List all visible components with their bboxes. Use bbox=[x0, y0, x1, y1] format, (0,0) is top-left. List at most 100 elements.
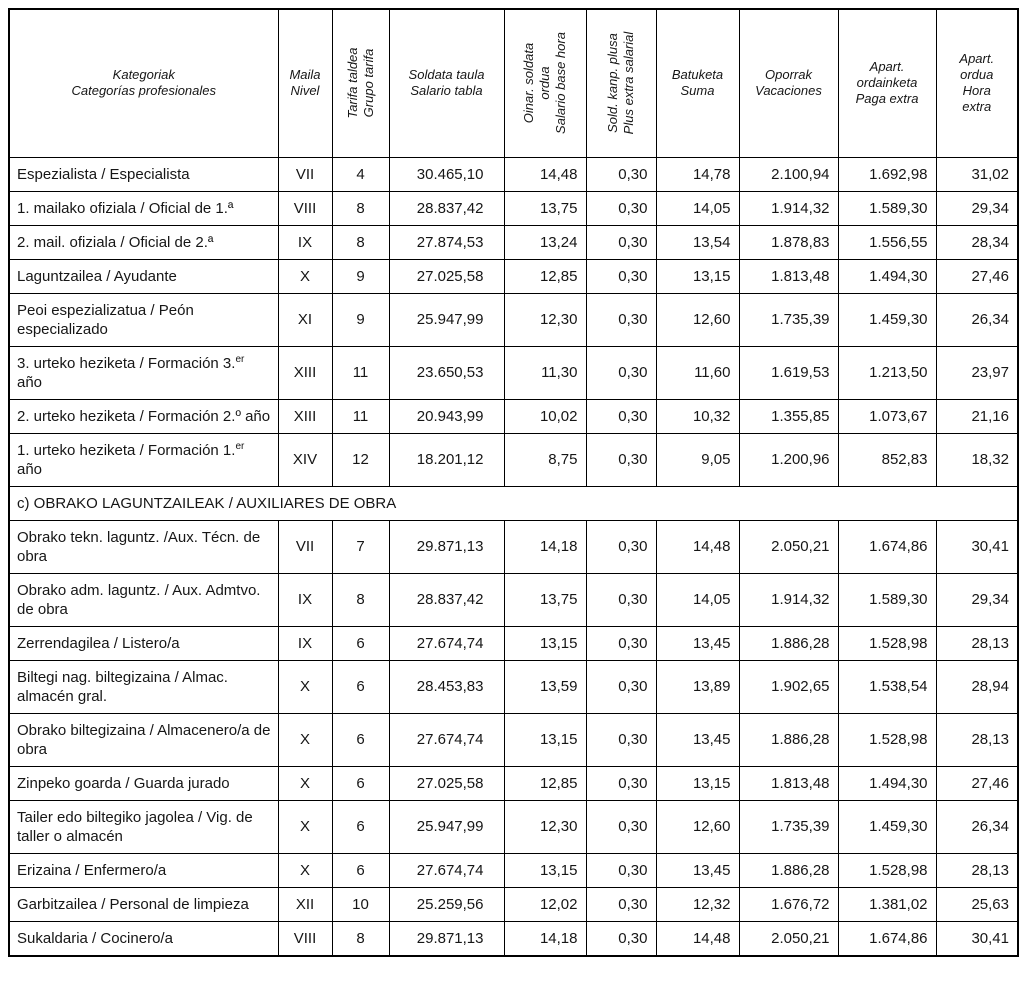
numeric-cell: 14,48 bbox=[655, 519, 740, 574]
category-cell: 1. mailako ofiziala / Oficial de 1.ª bbox=[8, 190, 279, 226]
numeric-cell: 30.465,10 bbox=[388, 156, 505, 192]
numeric-cell: 13,89 bbox=[655, 659, 740, 714]
numeric-cell: 1.674,86 bbox=[837, 519, 937, 574]
table-row: 2. urteko heziketa / Formación 2.º año XI… bbox=[8, 398, 1019, 434]
header-base-hour-es: Salario base hora bbox=[553, 32, 568, 135]
numeric-cell: 28,34 bbox=[935, 224, 1019, 260]
section-row: c) OBRAKO LAGUNTZAILEAK / AUXILIARES DE … bbox=[8, 485, 1019, 521]
numeric-cell: 0,30 bbox=[585, 799, 657, 854]
numeric-cell: 13,45 bbox=[655, 625, 740, 661]
category-cell: 2. mail. ofiziala / Oficial de 2.ª bbox=[8, 224, 279, 260]
numeric-cell: 27,46 bbox=[935, 765, 1019, 801]
numeric-cell: 1.381,02 bbox=[837, 886, 937, 922]
category-cell: 3. urteko heziketa / Formación 3.er año bbox=[8, 345, 279, 400]
level-cell: XIV bbox=[277, 432, 333, 487]
level-cell: XIII bbox=[277, 398, 333, 434]
category-cell: Erizaina / Enfermero/a bbox=[8, 852, 279, 888]
header-level: Maila Nivel bbox=[277, 8, 333, 158]
category-cell: Laguntzailea / Ayudante bbox=[8, 258, 279, 294]
tariff-group-cell: 11 bbox=[331, 345, 390, 400]
numeric-cell: 2.050,21 bbox=[738, 519, 839, 574]
numeric-cell: 23.650,53 bbox=[388, 345, 505, 400]
numeric-cell: 14,05 bbox=[655, 572, 740, 627]
numeric-cell: 29.871,13 bbox=[388, 519, 505, 574]
table-row: Zinpeko goarda / Guarda jurado X 6 27.025,5… bbox=[8, 765, 1019, 801]
numeric-cell: 12,32 bbox=[655, 886, 740, 922]
numeric-cell: 0,30 bbox=[585, 625, 657, 661]
numeric-cell: 1.459,30 bbox=[837, 292, 937, 347]
level-cell: IX bbox=[277, 572, 333, 627]
numeric-cell: 0,30 bbox=[585, 258, 657, 294]
header-vacations-eu: Oporrak bbox=[765, 67, 812, 83]
header-vacations: Oporrak Vacaciones bbox=[738, 8, 839, 158]
category-cell: Tailer edo biltegiko jagolea / Vig. de t… bbox=[8, 799, 279, 854]
header-extra-pay: Apart. ordainketa Paga extra bbox=[837, 8, 937, 158]
numeric-cell: 29.871,13 bbox=[388, 920, 505, 956]
level-cell: X bbox=[277, 258, 333, 294]
numeric-cell: 8,75 bbox=[503, 432, 587, 487]
numeric-cell: 11,60 bbox=[655, 345, 740, 400]
table-row: Garbitzailea / Personal de limpieza XII 10… bbox=[8, 886, 1019, 922]
numeric-cell: 0,30 bbox=[585, 659, 657, 714]
tariff-group-cell: 8 bbox=[331, 920, 390, 956]
numeric-cell: 25.947,99 bbox=[388, 292, 505, 347]
numeric-cell: 13,75 bbox=[503, 572, 587, 627]
table-row: Laguntzailea / Ayudante X 9 27.025,58 12,85 0… bbox=[8, 258, 1019, 294]
level-cell: X bbox=[277, 712, 333, 767]
header-tariff-group-rotated-label: Tarifa taldea Grupo tarifa bbox=[345, 14, 377, 152]
tariff-group-cell: 6 bbox=[331, 712, 390, 767]
numeric-cell: 1.556,55 bbox=[837, 224, 937, 260]
numeric-cell: 28,13 bbox=[935, 712, 1019, 767]
category-cell: Biltegi nag. biltegizaina / Almac. almac… bbox=[8, 659, 279, 714]
numeric-cell: 13,75 bbox=[503, 190, 587, 226]
header-extra-plus: Sold. kanp. plusa Plus extra salarial bbox=[585, 8, 657, 158]
category-cell: Sukaldaria / Cocinero/a bbox=[8, 920, 279, 956]
numeric-cell: 12,85 bbox=[503, 258, 587, 294]
numeric-cell: 0,30 bbox=[585, 765, 657, 801]
header-salary-table: Soldata taula Salario tabla bbox=[388, 8, 505, 158]
level-cell: X bbox=[277, 852, 333, 888]
numeric-cell: 0,30 bbox=[585, 712, 657, 767]
tariff-group-cell: 9 bbox=[331, 258, 390, 294]
numeric-cell: 18.201,12 bbox=[388, 432, 505, 487]
table-row: 2. mail. ofiziala / Oficial de 2.ª IX 8 27.… bbox=[8, 224, 1019, 260]
numeric-cell: 0,30 bbox=[585, 886, 657, 922]
numeric-cell: 0,30 bbox=[585, 345, 657, 400]
numeric-cell: 12,02 bbox=[503, 886, 587, 922]
numeric-cell: 12,85 bbox=[503, 765, 587, 801]
numeric-cell: 1.886,28 bbox=[738, 852, 839, 888]
category-cell: Obrako biltegizaina / Almacenero/a de ob… bbox=[8, 712, 279, 767]
numeric-cell: 10,02 bbox=[503, 398, 587, 434]
numeric-cell: 1.674,86 bbox=[837, 920, 937, 956]
numeric-cell: 25,63 bbox=[935, 886, 1019, 922]
numeric-cell: 28.453,83 bbox=[388, 659, 505, 714]
level-cell: XI bbox=[277, 292, 333, 347]
numeric-cell: 1.355,85 bbox=[738, 398, 839, 434]
header-level-es: Nivel bbox=[290, 83, 320, 99]
numeric-cell: 21,16 bbox=[935, 398, 1019, 434]
numeric-cell: 27.025,58 bbox=[388, 258, 505, 294]
numeric-cell: 29,34 bbox=[935, 190, 1019, 226]
numeric-cell: 13,24 bbox=[503, 224, 587, 260]
category-cell: Garbitzailea / Personal de limpieza bbox=[8, 886, 279, 922]
tariff-group-cell: 4 bbox=[331, 156, 390, 192]
numeric-cell: 27.674,74 bbox=[388, 852, 505, 888]
header-row: Kategoriak Categorías profesionales Mail… bbox=[8, 8, 1019, 158]
numeric-cell: 12,60 bbox=[655, 799, 740, 854]
category-cell: Zinpeko goarda / Guarda jurado bbox=[8, 765, 279, 801]
level-cell: VIII bbox=[277, 190, 333, 226]
numeric-cell: 1.619,53 bbox=[738, 345, 839, 400]
salary-table: Kategoriak Categorías profesionales Mail… bbox=[8, 8, 1019, 957]
header-category-es: Categorías profesionales bbox=[71, 83, 217, 99]
numeric-cell: 12,30 bbox=[503, 292, 587, 347]
numeric-cell: 0,30 bbox=[585, 852, 657, 888]
header-salary-table-es: Salario tabla bbox=[410, 83, 483, 99]
numeric-cell: 0,30 bbox=[585, 398, 657, 434]
numeric-cell: 1.589,30 bbox=[837, 190, 937, 226]
numeric-cell: 13,45 bbox=[655, 712, 740, 767]
numeric-cell: 1.914,32 bbox=[738, 572, 839, 627]
header-extra-plus-es: Plus extra salarial bbox=[621, 31, 636, 135]
header-base-hour-eu: Oinar. soldata ordua bbox=[521, 43, 552, 124]
numeric-cell: 1.813,48 bbox=[738, 258, 839, 294]
header-extra-hour: Apart. ordua Hora extra bbox=[935, 8, 1019, 158]
